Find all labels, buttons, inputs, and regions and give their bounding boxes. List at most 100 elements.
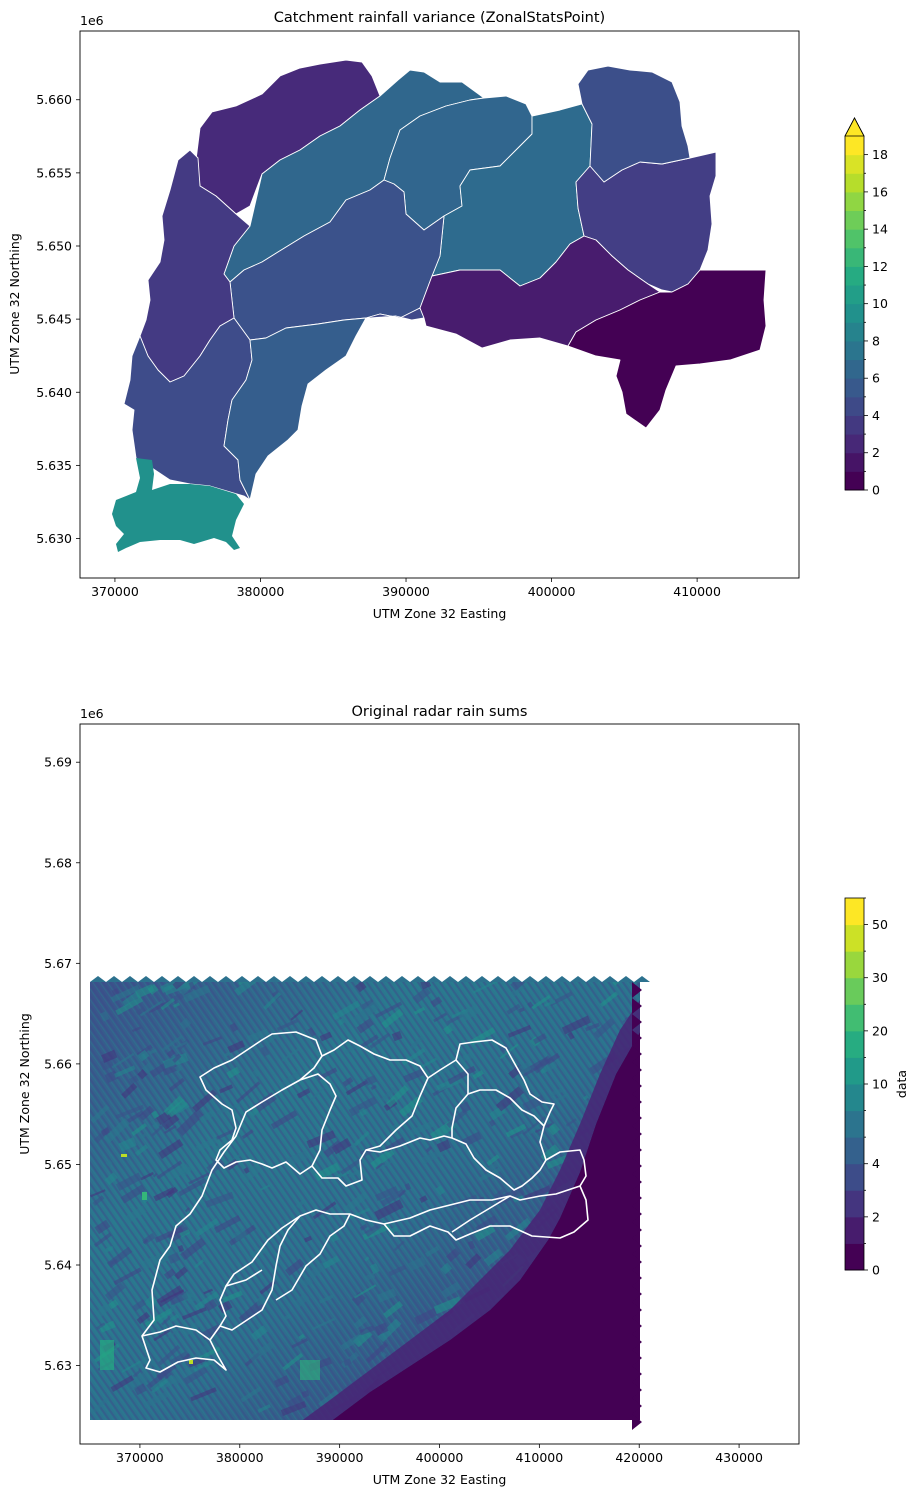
radar-cell	[164, 1125, 177, 1134]
radar-map	[90, 976, 650, 1430]
colorbar-1-tick-label: 6	[872, 371, 880, 386]
radar-cell	[531, 994, 551, 1010]
radar-cell	[182, 984, 211, 1003]
colorbar-1-segment	[845, 471, 864, 491]
radar-cell	[129, 1075, 139, 1085]
radar-cell	[104, 1172, 118, 1186]
radar-cell	[359, 1223, 368, 1231]
radar-cell	[172, 982, 189, 990]
radar-cell	[381, 1008, 404, 1029]
radar-field	[90, 982, 640, 1420]
radar-cell	[472, 982, 499, 994]
x-tick-label: 370000	[91, 584, 139, 599]
radar-cell	[150, 1377, 169, 1393]
radar-cell	[224, 1153, 243, 1166]
radar-cell	[443, 1024, 454, 1035]
radar-cell	[190, 1387, 217, 1402]
radar-cell	[291, 1338, 309, 1349]
colorbar-2-tick-label: 2	[872, 1209, 880, 1224]
radar-cell	[165, 1186, 179, 1199]
radar-cell	[425, 1146, 433, 1153]
radar-cell	[636, 984, 640, 1001]
radar-cell	[94, 1219, 111, 1235]
radar-cell	[352, 1328, 373, 1348]
radar-cell	[218, 1300, 233, 1314]
radar-cell	[273, 1375, 290, 1388]
radar-cell	[174, 1041, 189, 1050]
outline-northeast	[427, 1039, 555, 1161]
radar-cell	[121, 1082, 138, 1099]
radar-cell	[348, 1096, 378, 1117]
radar-cell	[169, 1313, 180, 1323]
colorbar-1-tick-label: 12	[872, 259, 888, 274]
colorbar-1-tick-label: 14	[872, 222, 888, 237]
radar-cell	[536, 1183, 554, 1198]
colorbar-1-tick-label: 2	[872, 445, 880, 460]
radar-cell	[135, 1006, 146, 1016]
radar-cell	[115, 1104, 144, 1119]
colorbar-1-outline	[844, 117, 865, 491]
x-tick-label: 390000	[316, 1450, 364, 1465]
radar-cell	[183, 1366, 208, 1385]
radar-cell	[369, 1263, 380, 1275]
chart-catchment-variance: Catchment rainfall variance (ZonalStatsP…	[7, 10, 888, 621]
colorbar-1-tick-label: 18	[872, 147, 888, 162]
chart-1-xlabel: UTM Zone 32 Easting	[373, 606, 507, 621]
radar-cell	[383, 1300, 404, 1319]
radar-cell	[208, 1139, 230, 1160]
radar-cell	[151, 1119, 171, 1137]
radar-cell	[194, 1291, 220, 1311]
radar-cell	[430, 996, 443, 1008]
radar-cell	[99, 1320, 116, 1333]
radar-cell	[343, 1358, 352, 1367]
radar-cell	[202, 1036, 222, 1046]
radar-cell	[181, 1290, 193, 1302]
radar-cell	[162, 1064, 179, 1076]
radar-cell	[345, 1079, 369, 1096]
colorbar-1-segment	[845, 229, 864, 249]
colorbar-1-segment	[845, 359, 864, 379]
radar-cell	[381, 1087, 397, 1102]
outline-west	[141, 1031, 587, 1373]
radar-dry-zone	[330, 1032, 640, 1420]
radar-cell	[318, 1389, 340, 1408]
radar-cell	[522, 1116, 547, 1136]
radar-cell	[390, 1122, 402, 1134]
radar-cell	[260, 1046, 270, 1057]
radar-cell	[331, 1138, 352, 1155]
colorbar-2-segment	[845, 1030, 864, 1058]
radar-bright-spot	[142, 1192, 147, 1200]
chart-1-title: Catchment rainfall variance (ZonalStatsP…	[274, 10, 605, 26]
radar-cell	[499, 1043, 519, 1060]
radar-cell	[494, 1188, 505, 1199]
colorbar-2-segment	[845, 1057, 864, 1085]
colorbar-2-segment	[845, 1004, 864, 1032]
colorbar-1: 0 2 4 6 8 10 12 14 16 18	[844, 117, 888, 498]
radar-cell	[257, 1404, 271, 1413]
radar-cell	[340, 1157, 363, 1175]
chart-1-ylabel: UTM Zone 32 Northing	[7, 233, 22, 375]
colorbar-2-tick-label: 4	[872, 1156, 880, 1171]
radar-cell	[153, 1329, 171, 1342]
radar-cell	[103, 1117, 131, 1144]
radar-cell	[214, 1215, 242, 1234]
radar-cell	[90, 1189, 106, 1198]
y-tick-label: 5.635	[36, 458, 72, 473]
radar-cell	[195, 1136, 219, 1152]
x-tick-label: 400000	[528, 584, 576, 599]
radar-cell	[353, 1000, 380, 1025]
radar-cell	[116, 1172, 143, 1191]
catchment-H	[577, 65, 691, 183]
radar-cell	[163, 1095, 184, 1116]
radar-cell	[337, 1018, 345, 1026]
y-tick-label: 5.69	[44, 755, 72, 770]
radar-cell	[279, 1070, 302, 1088]
radar-cell	[585, 1022, 600, 1032]
radar-cell	[441, 1281, 462, 1299]
colorbar-1-segment	[845, 210, 864, 230]
radar-cell	[551, 1088, 563, 1096]
radar-cell	[100, 1127, 111, 1136]
radar-cell	[303, 1235, 313, 1243]
radar-cell	[447, 1065, 477, 1085]
radar-cell	[593, 1018, 615, 1039]
